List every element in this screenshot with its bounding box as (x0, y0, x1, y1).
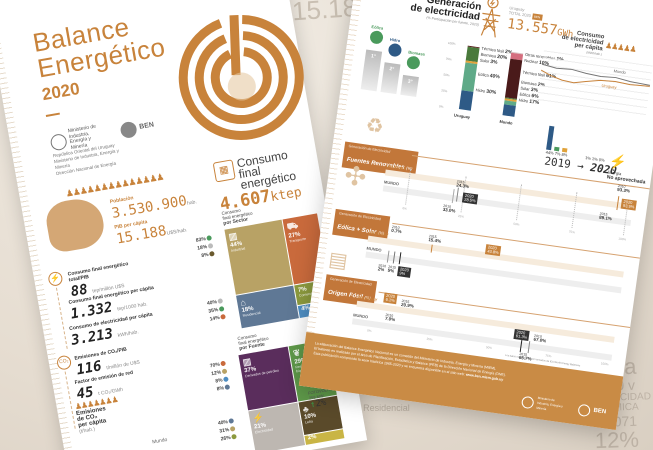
marker-es-mundo-2010: 2010 2% (377, 263, 387, 273)
biomass-icon (406, 55, 421, 71)
electricity-people-icon: ♟♟♟♟♟ (604, 40, 637, 55)
pylon-icon: ⚡ (251, 411, 265, 424)
marker-mundo-2020: 2020 28.5% (461, 192, 479, 205)
marker-es-uruguay-2020: 2020 43.8% (484, 244, 502, 257)
recycle-leaf-icon: ♻ (364, 114, 386, 139)
marker-es-mundo-2020: 2020 9% (397, 266, 412, 278)
industrial-breakdown: 83% 18% 8% (195, 234, 215, 260)
ben-logo-icon (119, 120, 138, 140)
ben-logo-icon (577, 403, 592, 417)
marker-mundo-2010: 2010 33.0% (442, 203, 456, 214)
energy-power-emblem-icon (178, 14, 304, 140)
electricity-per-capita-chart (540, 63, 651, 87)
derivados-breakdown: 70% 12% 8% 8% (209, 360, 231, 394)
marker-f-mundo-2010: 2010 67.0% (533, 333, 547, 344)
generation-ranking-podium: Eólica 1° Hidro 2° Biomasa 3° (360, 24, 439, 99)
factory-icon: ▥ (227, 230, 239, 243)
marker-es-mundo-2015: 2015 5% (387, 264, 397, 274)
treemap-cell-derivados[interactable]: ▥ 37% Derivados de petróleo (238, 346, 298, 411)
footer-logos: Ministerio de Industria, Energía y Miner… (521, 394, 607, 421)
marker-es-uruguay-2015: 2015 15.4% (428, 234, 442, 244)
hydro-icon (387, 42, 403, 58)
transmission-tower-icon (480, 0, 501, 38)
electricity-generation-header: Generación de electricidad (% Participac… (409, 0, 483, 27)
uruguay-map-icon (43, 195, 108, 255)
marker-f-uruguay-2020: 2020 6.1% (383, 292, 398, 305)
marker-uruguay-2015: 2015 89.1% (598, 211, 613, 222)
lightning-icon: ⚡ (47, 270, 64, 287)
wind-turbine-icon: ✣ (342, 159, 369, 193)
final-energy-consumption-header: ▦ Consumo final energético 4.607ktep (212, 145, 325, 215)
national-seal-icon (49, 132, 68, 152)
marker-uruguay-2020: 2020 93.9% (620, 198, 638, 211)
co2-icon: CO₂ (55, 354, 73, 371)
left-page: Balance Energético 2020 Ministerio de In… (0, 0, 368, 450)
truck-icon: ⛟ (286, 219, 299, 232)
electricidad-breakdown: 40% 31% 26% (217, 417, 237, 443)
refinery-icon: ▥ (241, 356, 253, 368)
marker-uruguay-2010: 2010 93.3% (616, 183, 631, 194)
right-page: Generación de electricidad (% Participac… (298, 0, 653, 430)
marker-es-uruguay-2010: 2010 0.7% (390, 224, 402, 235)
dashed-divider (55, 287, 68, 349)
unused-energy-label: ⚡ Energía No aprovechada (606, 153, 648, 186)
marker-f-uruguay-2010: 2010 7.0% (384, 312, 396, 323)
electricity-per-capita-header: Consumo de electricidad per cápita (MWh/… (561, 30, 605, 57)
residencial-breakdown: 40% 35% 14% (206, 297, 226, 323)
marker-f-uruguay-2015: 2015 20.9% (400, 298, 415, 309)
oil-barrel-icon: ▤ (327, 248, 349, 273)
treemap-cell-industrial[interactable]: ▥ 44% Industrial (224, 219, 294, 295)
source-treemap-caption: Consumo final energético por Fuente (237, 332, 269, 352)
treemap-cell-electricidad[interactable]: ⚡ 21% Electricidad (248, 402, 306, 450)
emissions-per-capita-title: ♟♟♟♟♟♟♟ Emisiones de CO₂ per cápita (t/h… (74, 394, 119, 435)
energy-building-icon: ▦ (212, 159, 236, 183)
wind-icon (369, 30, 384, 45)
national-seal-icon (521, 395, 535, 409)
sector-treemap-caption: Consumo final energético por Sector (221, 207, 253, 227)
report-title: Balance Energético 2020 (31, 8, 174, 117)
title-divider (45, 112, 60, 117)
